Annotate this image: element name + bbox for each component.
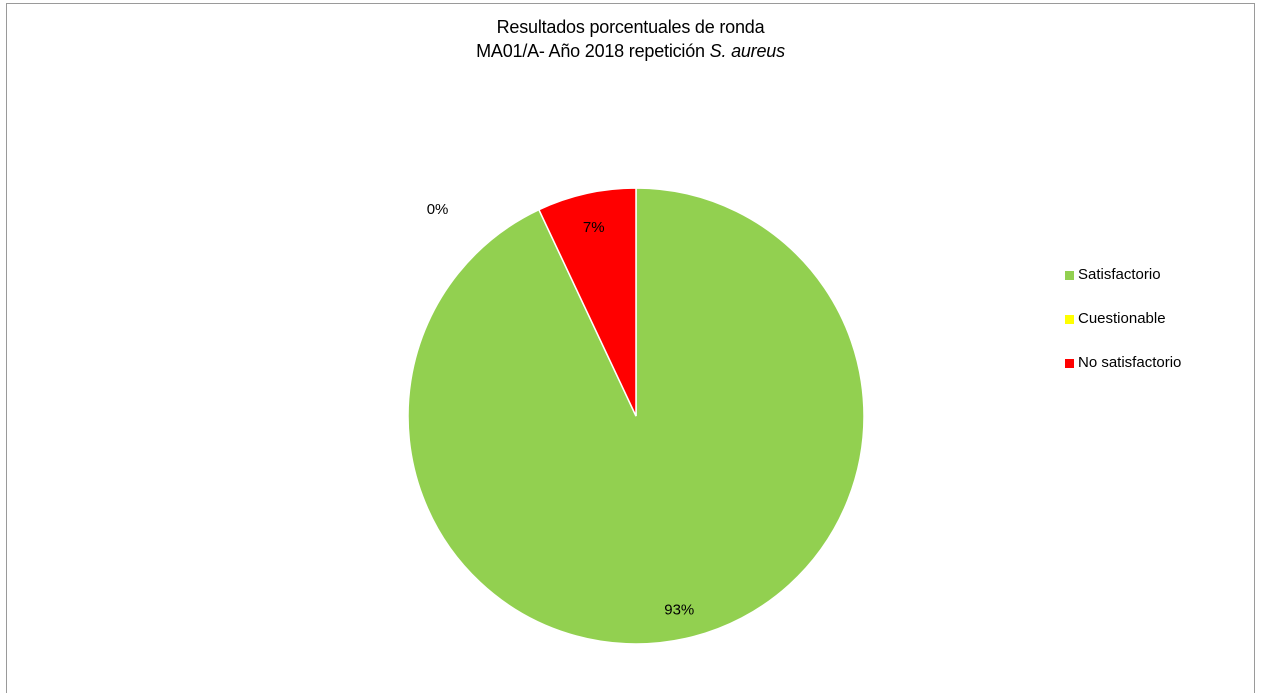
- legend-swatch-cuestionable: [1065, 315, 1074, 324]
- legend-label-no-satisfactorio: No satisfactorio: [1078, 354, 1182, 371]
- data-label-cuestionable: 0%: [427, 201, 449, 218]
- legend-swatch-no-satisfactorio: [1065, 359, 1074, 368]
- pie-slice-no-satisfactorio: [537, 187, 637, 417]
- legend-label-cuestionable: Cuestionable: [1078, 310, 1166, 327]
- data-label-satisfactorio: 93%: [664, 602, 694, 619]
- legend-swatch-satisfactorio: [1065, 271, 1074, 280]
- chart-title-text: MA01/A- Año 2018 repetición: [476, 41, 710, 61]
- chart-title-organism: S. aureus: [709, 41, 785, 61]
- chart-title-line-2: MA01/A- Año 2018 repetición S. aureus: [0, 39, 1261, 63]
- chart-title-line-1: Resultados porcentuales de ronda: [496, 17, 765, 37]
- legend-label-satisfactorio: Satisfactorio: [1078, 266, 1161, 283]
- data-label-no-satisfactorio: 7%: [583, 219, 605, 236]
